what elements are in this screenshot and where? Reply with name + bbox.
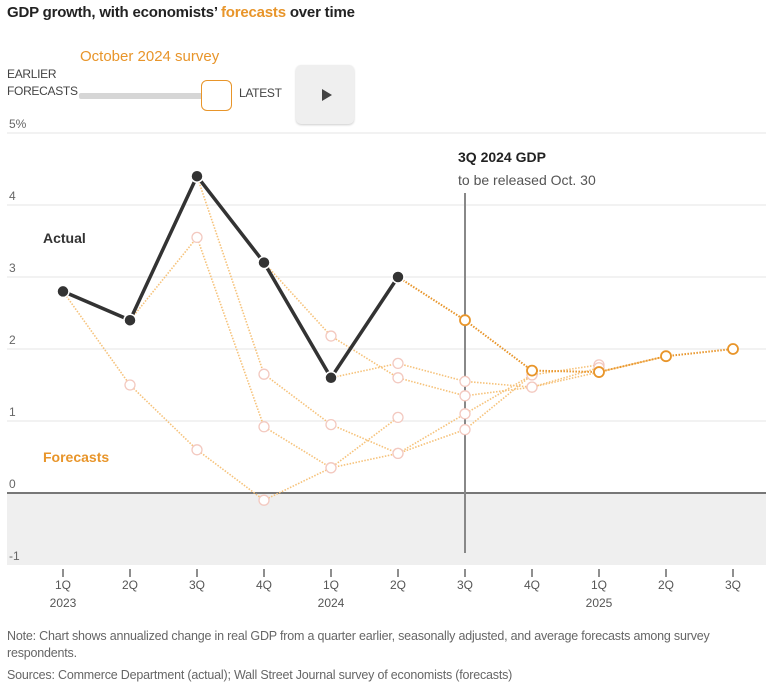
actual-point [190,169,204,183]
past-forecast-point [124,379,136,391]
play-icon [321,88,332,101]
current-forecast-point [727,343,739,355]
x-tick-label: 2Q [122,578,138,592]
actual-series-label: Actual [43,230,86,246]
x-year-label: 2023 [50,596,77,610]
x-tick-label: 1Q [323,578,339,592]
y-tick-label: 0 [9,477,16,491]
x-tick-label: 4Q [256,578,272,592]
forecasts-series-label: Forecasts [43,449,109,465]
x-tick-label: 3Q [725,578,741,592]
current-forecast-point [593,366,605,378]
x-year-label: 2024 [318,596,345,610]
past-forecast-point [459,390,471,402]
past-forecast-point [258,494,270,506]
past-forecast-line [263,262,600,397]
x-tick-label: 1Q [591,578,607,592]
annotation-subtitle: to be released Oct. 30 [458,172,596,188]
gdp-chart: 5% 4 3 2 1 0 -1 1Q 2Q 3Q 4Q 1Q 2Q 3Q 4Q 1Q 2Q 3Q 2023 2024… [7,117,766,610]
current-forecast-point [459,314,471,327]
past-forecast-point [392,411,404,424]
survey-label: October 2024 survey [80,48,220,65]
x-tick-label: 3Q [189,578,205,592]
title-suffix: over time [285,4,355,21]
chart-title: GDP growth, with economists’ forecasts o… [7,4,355,21]
current-forecast-point [660,350,672,363]
y-tick-label: 3 [9,261,16,275]
past-forecast-point [325,418,337,431]
past-forecast-point [459,423,471,436]
x-year-label: 2025 [586,596,613,610]
past-forecast-point [526,381,538,393]
x-tick-label: 4Q [524,578,540,592]
y-tick-label: -1 [9,549,20,563]
past-forecast-point [325,330,337,342]
past-forecast-point [191,444,203,456]
x-tick-label: 2Q [658,578,674,592]
play-button[interactable] [296,65,354,124]
past-forecast-point [258,368,270,380]
past-forecast-line [62,290,399,502]
actual-line [62,172,400,382]
past-forecast-point [258,421,270,433]
negative-region-shade [7,493,766,565]
past-forecast-point [459,408,471,420]
past-forecast-point [191,231,203,244]
past-forecast-point [459,375,471,388]
y-tick-label: 4 [9,189,16,203]
y-tick-label: 1 [9,405,16,419]
y-tick-label: 5% [9,117,27,131]
y-tick-label: 2 [9,333,16,347]
current-forecast-line [397,276,734,374]
x-tick-label: 1Q [55,578,71,592]
x-tick-label: 3Q [457,578,473,592]
actual-point [391,270,405,284]
survey-slider-track[interactable] [79,93,207,99]
chart-note: Note: Chart shows annualized change in r… [7,629,710,660]
latest-label: LATEST [239,86,282,100]
past-forecast-line [330,355,667,388]
past-forecast-point [392,357,404,370]
title-highlight: forecasts [220,4,286,21]
earlier-forecasts-label: EARLIER FORECASTS [7,66,78,100]
actual-point [123,313,137,327]
past-forecast-point [392,447,404,460]
chart-sources: Sources: Commerce Department (actual); W… [7,668,513,682]
current-forecast-point [526,364,538,377]
actual-point [56,284,70,299]
actual-point [257,255,271,270]
x-tick-label: 2Q [390,578,406,592]
actual-point [324,371,338,385]
title-prefix: GDP growth, with economists’ [7,4,221,21]
past-forecast-point [392,372,404,384]
past-forecast-line [129,235,533,469]
annotation-title: 3Q 2024 GDP [458,149,546,165]
past-forecast-point [325,462,337,474]
earlier-label-line2: FORECASTS [7,84,78,98]
survey-slider-handle[interactable] [201,80,232,111]
earlier-label-line1: EARLIER [7,67,57,81]
